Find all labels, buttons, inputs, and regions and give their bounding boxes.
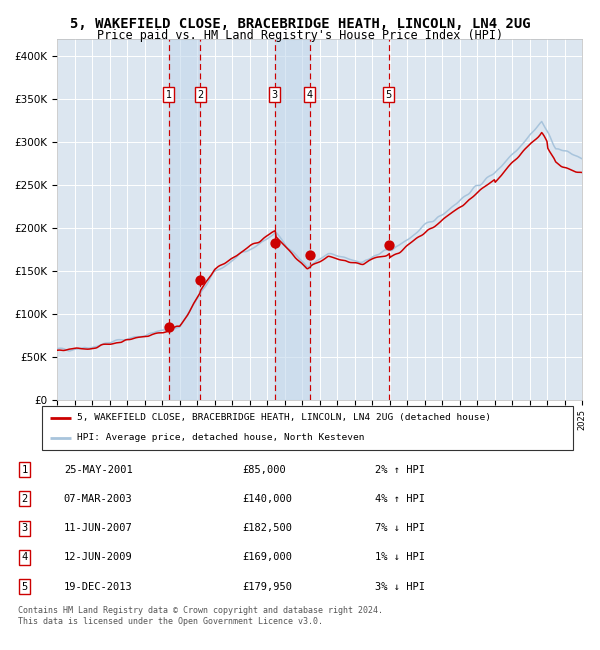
Text: HPI: Average price, detached house, North Kesteven: HPI: Average price, detached house, Nort… [77,434,364,443]
Text: 3: 3 [272,90,278,100]
Text: Price paid vs. HM Land Registry's House Price Index (HPI): Price paid vs. HM Land Registry's House … [97,29,503,42]
Text: 11-JUN-2007: 11-JUN-2007 [64,523,133,533]
Text: 3% ↓ HPI: 3% ↓ HPI [375,582,425,592]
Text: 1: 1 [22,465,28,474]
Text: 07-MAR-2003: 07-MAR-2003 [64,494,133,504]
Point [305,250,314,260]
Text: £85,000: £85,000 [242,465,286,474]
Text: £169,000: £169,000 [242,552,292,562]
Text: This data is licensed under the Open Government Licence v3.0.: This data is licensed under the Open Gov… [18,618,323,627]
Text: 4: 4 [22,552,28,562]
Text: 1% ↓ HPI: 1% ↓ HPI [375,552,425,562]
Text: 5, WAKEFIELD CLOSE, BRACEBRIDGE HEATH, LINCOLN, LN4 2UG: 5, WAKEFIELD CLOSE, BRACEBRIDGE HEATH, L… [70,17,530,31]
Text: 5: 5 [386,90,392,100]
Text: 25-MAY-2001: 25-MAY-2001 [64,465,133,474]
Point [196,274,205,285]
Text: 2: 2 [22,494,28,504]
Text: 1: 1 [166,90,172,100]
Text: 12-JUN-2009: 12-JUN-2009 [64,552,133,562]
Text: 7% ↓ HPI: 7% ↓ HPI [375,523,425,533]
Text: £179,950: £179,950 [242,582,292,592]
Text: 2: 2 [197,90,203,100]
Text: 3: 3 [22,523,28,533]
Point [270,238,280,248]
Text: 5, WAKEFIELD CLOSE, BRACEBRIDGE HEATH, LINCOLN, LN4 2UG (detached house): 5, WAKEFIELD CLOSE, BRACEBRIDGE HEATH, L… [77,413,491,422]
Text: 4% ↑ HPI: 4% ↑ HPI [375,494,425,504]
Text: Contains HM Land Registry data © Crown copyright and database right 2024.: Contains HM Land Registry data © Crown c… [18,606,383,615]
Text: £182,500: £182,500 [242,523,292,533]
Text: £140,000: £140,000 [242,494,292,504]
FancyBboxPatch shape [42,406,573,450]
Text: 4: 4 [307,90,313,100]
Point [384,240,394,250]
Text: 5: 5 [22,582,28,592]
Bar [169,39,200,400]
Text: 19-DEC-2013: 19-DEC-2013 [64,582,133,592]
Point [164,322,173,332]
Text: 2% ↑ HPI: 2% ↑ HPI [375,465,425,474]
Bar [275,39,310,400]
